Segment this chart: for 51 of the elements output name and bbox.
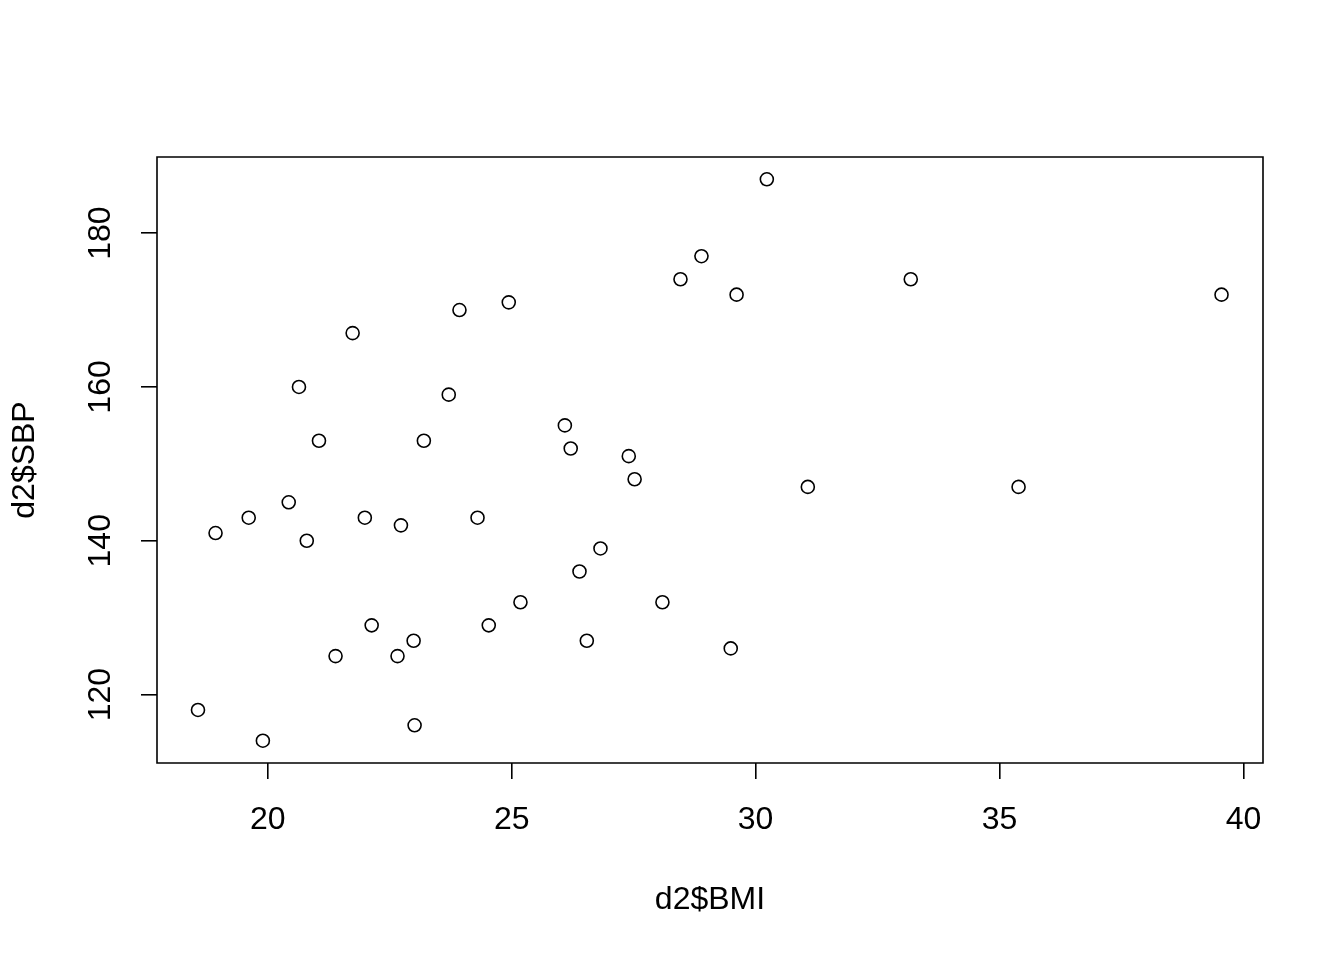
x-axis-title: d2$BMI (654, 879, 766, 916)
y-tick-label: 180 (80, 206, 117, 260)
point (729, 287, 744, 302)
point (593, 541, 608, 556)
point (407, 718, 422, 733)
point (328, 648, 343, 664)
point (579, 633, 595, 649)
y-tick-label: 160 (80, 360, 117, 414)
point (1011, 479, 1026, 495)
point (621, 448, 637, 464)
point (393, 518, 409, 533)
point (452, 302, 467, 318)
point (627, 471, 642, 487)
point (299, 533, 315, 549)
x-tick-label: 30 (737, 800, 774, 837)
y-tick-label: 140 (80, 514, 117, 568)
point (311, 433, 327, 449)
point (208, 525, 223, 541)
point (481, 618, 497, 633)
point (241, 510, 257, 525)
point (673, 271, 688, 287)
point (470, 510, 485, 525)
point (1214, 287, 1229, 302)
point (557, 418, 573, 433)
point (416, 433, 432, 449)
point (513, 594, 528, 610)
point (190, 702, 206, 718)
point (723, 641, 739, 656)
point (501, 295, 517, 310)
point (364, 618, 379, 633)
point (281, 495, 297, 510)
point (903, 271, 919, 287)
point (390, 648, 405, 664)
point (291, 379, 307, 395)
point (357, 510, 373, 525)
point (759, 172, 775, 187)
point (655, 594, 670, 610)
point (345, 325, 360, 341)
x-tick-label: 35 (981, 800, 1018, 837)
point (800, 479, 816, 495)
point (406, 633, 421, 649)
y-tick-label: 120 (80, 667, 117, 722)
x-tick-label: 25 (493, 800, 530, 837)
point (441, 387, 457, 402)
x-tick-label: 40 (1225, 800, 1262, 837)
point (572, 564, 587, 579)
x-tick-label: 20 (249, 800, 286, 837)
point (563, 441, 579, 456)
point (694, 248, 709, 264)
point (255, 733, 271, 748)
y-axis-title: d2$SBP (5, 401, 42, 519)
